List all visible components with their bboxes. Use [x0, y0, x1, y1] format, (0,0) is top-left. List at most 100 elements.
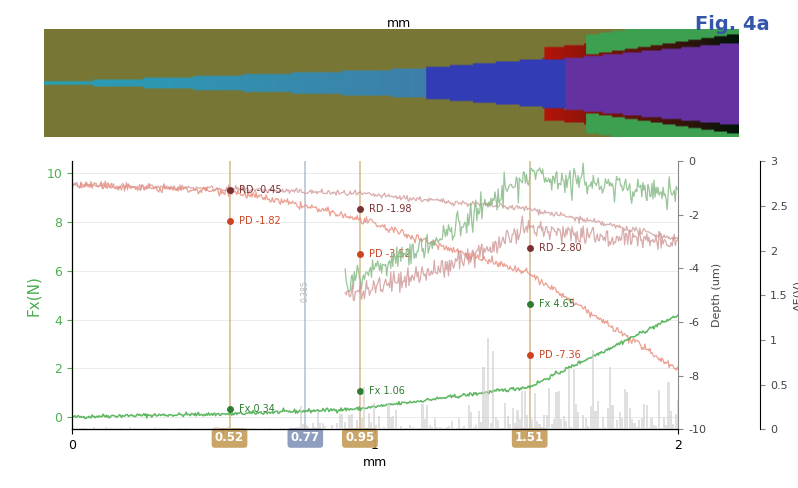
Bar — [298, 427, 299, 429]
Bar — [653, 425, 655, 429]
Bar — [439, 427, 440, 429]
Bar — [636, 427, 638, 429]
Text: RD -1.98: RD -1.98 — [369, 203, 412, 214]
Bar — [658, 390, 660, 429]
Bar — [407, 427, 409, 429]
Bar — [400, 426, 401, 429]
Bar — [437, 427, 438, 429]
Bar — [585, 418, 587, 429]
Bar — [602, 417, 604, 429]
Text: Fx 1.06: Fx 1.06 — [369, 386, 405, 396]
Bar — [528, 420, 531, 429]
Bar — [178, 428, 180, 429]
Bar — [548, 388, 551, 429]
Bar — [433, 418, 436, 429]
Bar — [312, 424, 314, 429]
Bar — [456, 428, 458, 429]
Bar — [470, 412, 472, 429]
Bar — [305, 425, 306, 429]
Bar — [280, 428, 282, 429]
Bar — [115, 428, 117, 429]
Bar — [354, 428, 355, 429]
Bar — [595, 411, 597, 429]
Bar — [516, 410, 519, 429]
Bar — [409, 425, 412, 429]
Bar — [534, 393, 535, 429]
Bar — [368, 413, 370, 429]
Bar — [563, 416, 565, 429]
Bar — [322, 423, 324, 429]
Bar — [507, 416, 509, 429]
Bar — [263, 428, 265, 429]
Bar — [482, 367, 484, 429]
Bar — [578, 412, 579, 429]
Bar — [519, 420, 521, 429]
Text: 0.95: 0.95 — [346, 431, 374, 445]
Bar — [338, 414, 341, 429]
Bar — [583, 415, 584, 429]
Bar — [268, 428, 271, 429]
Bar — [480, 422, 482, 429]
Bar — [229, 427, 231, 429]
Bar — [183, 428, 185, 429]
Bar — [500, 428, 502, 429]
Bar — [107, 428, 109, 429]
Bar — [650, 418, 653, 429]
Text: 0.77: 0.77 — [290, 431, 320, 445]
Bar — [159, 428, 160, 429]
Bar — [361, 418, 363, 429]
Bar — [472, 427, 475, 429]
Bar — [441, 427, 443, 429]
Bar — [526, 415, 528, 429]
Bar — [180, 427, 183, 429]
Bar — [248, 428, 251, 429]
Bar — [71, 427, 73, 429]
Bar — [417, 428, 419, 429]
Bar — [492, 351, 494, 429]
Y-axis label: AE(V): AE(V) — [793, 280, 798, 311]
Bar — [509, 424, 512, 429]
Bar — [490, 423, 492, 429]
Bar — [611, 405, 614, 429]
Bar — [641, 418, 643, 429]
Bar — [665, 426, 667, 429]
Bar — [393, 416, 394, 429]
Bar — [246, 428, 248, 429]
Text: Fx 0.34: Fx 0.34 — [239, 404, 275, 414]
Bar — [207, 428, 209, 429]
Bar — [546, 415, 548, 429]
Bar — [95, 428, 97, 429]
Bar — [307, 426, 309, 429]
Y-axis label: Fx(N): Fx(N) — [26, 275, 41, 316]
Bar — [631, 419, 633, 429]
Bar — [375, 425, 377, 429]
Bar — [217, 427, 219, 429]
Bar — [606, 408, 609, 429]
Bar — [477, 411, 480, 429]
Bar — [475, 425, 477, 429]
Bar — [523, 391, 526, 429]
Bar — [405, 428, 406, 429]
Bar — [551, 424, 553, 429]
Bar — [465, 428, 468, 429]
Text: PD -3.52: PD -3.52 — [369, 249, 411, 259]
Bar — [254, 428, 255, 429]
Bar — [648, 428, 650, 429]
Bar — [300, 406, 302, 429]
Text: mm: mm — [387, 17, 411, 30]
Bar — [675, 414, 677, 429]
Bar — [543, 415, 545, 429]
Bar — [634, 423, 635, 429]
Text: Fig. 4a: Fig. 4a — [695, 15, 770, 34]
Bar — [310, 428, 311, 429]
Bar — [580, 428, 582, 429]
Bar — [618, 411, 621, 429]
Bar — [460, 428, 463, 429]
Bar — [251, 427, 253, 429]
Bar — [419, 428, 421, 429]
Bar — [78, 428, 80, 429]
Bar — [451, 422, 452, 429]
Bar — [324, 427, 326, 429]
Text: Fx 4.65: Fx 4.65 — [539, 299, 575, 309]
Bar — [587, 426, 589, 429]
